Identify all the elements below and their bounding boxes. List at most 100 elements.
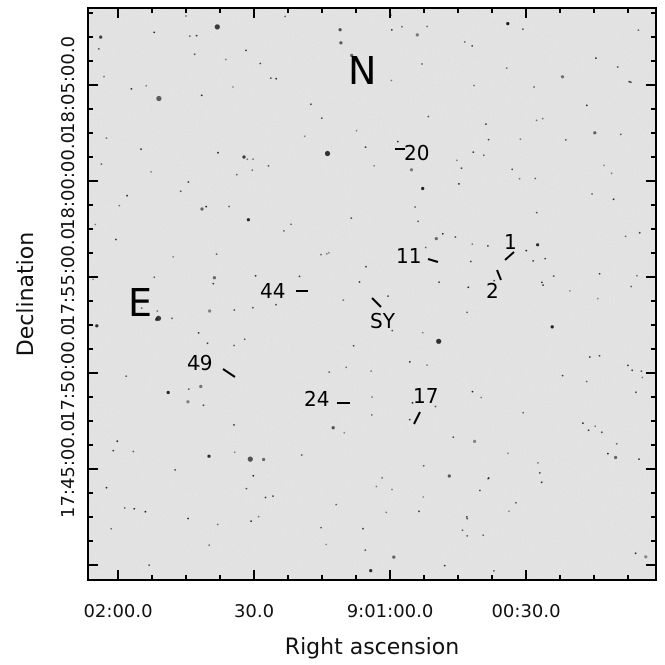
star bbox=[612, 198, 615, 201]
leader-2 bbox=[496, 269, 502, 281]
x-axis-title: Right ascension bbox=[285, 635, 459, 660]
star bbox=[614, 455, 618, 460]
star bbox=[525, 249, 528, 252]
star bbox=[123, 507, 126, 509]
star bbox=[186, 400, 190, 404]
star bbox=[155, 317, 159, 321]
star bbox=[522, 411, 525, 414]
star bbox=[417, 220, 419, 223]
star bbox=[355, 129, 358, 132]
star bbox=[560, 75, 565, 79]
star bbox=[637, 29, 640, 31]
star bbox=[552, 275, 555, 277]
star bbox=[434, 405, 437, 408]
star bbox=[600, 431, 603, 434]
star bbox=[487, 138, 490, 141]
star bbox=[373, 164, 376, 167]
star bbox=[390, 79, 393, 82]
star bbox=[466, 535, 469, 537]
star bbox=[140, 307, 143, 309]
star bbox=[479, 489, 481, 492]
star bbox=[252, 474, 255, 477]
star bbox=[290, 223, 292, 226]
axis-ticks bbox=[88, 8, 656, 580]
star bbox=[153, 276, 156, 279]
star bbox=[518, 177, 521, 180]
star bbox=[424, 246, 427, 249]
star-label-24: 24 bbox=[304, 387, 329, 411]
star bbox=[544, 257, 547, 260]
star bbox=[335, 503, 338, 506]
star bbox=[426, 364, 428, 366]
star bbox=[466, 517, 469, 520]
star bbox=[441, 232, 444, 235]
star bbox=[452, 436, 455, 439]
star bbox=[208, 309, 212, 313]
star bbox=[352, 344, 355, 347]
star bbox=[635, 391, 637, 394]
star bbox=[166, 390, 170, 395]
star bbox=[408, 361, 411, 363]
star bbox=[110, 527, 113, 530]
star bbox=[594, 425, 597, 428]
star bbox=[493, 570, 495, 572]
star bbox=[259, 62, 262, 65]
star bbox=[409, 168, 414, 172]
star bbox=[300, 454, 303, 456]
star bbox=[250, 520, 253, 523]
star bbox=[508, 510, 510, 513]
star-label-20: 20 bbox=[404, 141, 429, 165]
star bbox=[171, 317, 173, 320]
star-label-1: 1 bbox=[504, 230, 517, 254]
star bbox=[350, 53, 354, 58]
star bbox=[473, 84, 475, 87]
star bbox=[396, 140, 399, 143]
star bbox=[436, 338, 442, 344]
star bbox=[569, 290, 571, 292]
star bbox=[284, 15, 286, 18]
star bbox=[125, 375, 128, 378]
star bbox=[199, 384, 203, 389]
star bbox=[511, 168, 514, 171]
star bbox=[607, 452, 609, 455]
star bbox=[100, 163, 103, 166]
star bbox=[214, 24, 220, 30]
star bbox=[343, 431, 346, 434]
leader-17 bbox=[413, 411, 421, 425]
star bbox=[408, 418, 411, 421]
star bbox=[172, 256, 175, 258]
star bbox=[469, 260, 472, 263]
star bbox=[644, 555, 648, 559]
star bbox=[454, 236, 457, 238]
star bbox=[596, 297, 599, 300]
star bbox=[631, 369, 634, 372]
star bbox=[187, 517, 190, 520]
star bbox=[471, 45, 474, 47]
star bbox=[461, 529, 464, 532]
star bbox=[331, 426, 335, 430]
star bbox=[375, 485, 378, 488]
star bbox=[338, 28, 342, 32]
star bbox=[207, 454, 211, 458]
star bbox=[140, 148, 142, 151]
star bbox=[418, 510, 420, 513]
star bbox=[112, 449, 115, 452]
star bbox=[153, 31, 156, 34]
y-tick-label: 17:50:00.0 bbox=[58, 324, 79, 422]
star bbox=[364, 549, 367, 552]
star bbox=[587, 429, 590, 432]
star bbox=[506, 22, 510, 26]
star bbox=[362, 527, 364, 530]
star bbox=[264, 496, 267, 499]
star bbox=[369, 569, 373, 573]
compass-north: N bbox=[348, 49, 376, 93]
star bbox=[624, 235, 627, 238]
star bbox=[401, 25, 403, 28]
plot-frame bbox=[87, 7, 657, 581]
star bbox=[257, 515, 260, 518]
star bbox=[233, 451, 236, 454]
star bbox=[588, 356, 591, 358]
y-tick-label: 18:00:00.0 bbox=[58, 132, 79, 230]
star-label-44: 44 bbox=[260, 279, 285, 303]
star bbox=[144, 510, 147, 513]
